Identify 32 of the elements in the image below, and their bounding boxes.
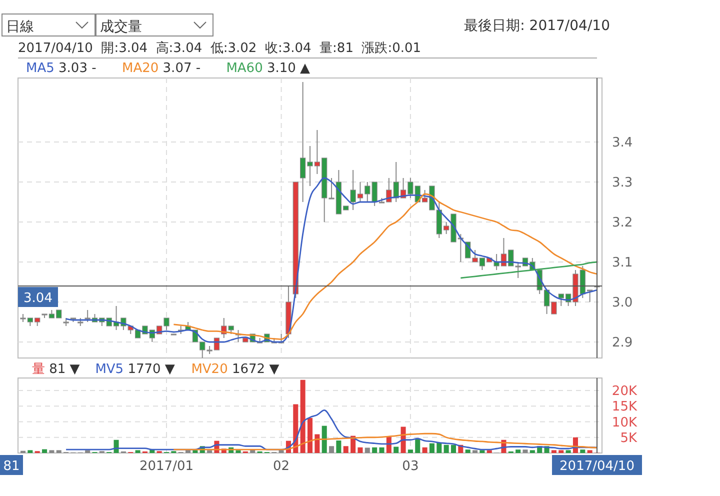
text: 3.03 - [54,61,97,76]
text: MA20 [122,61,159,76]
text: 成交量 [100,19,142,35]
y-tick-label: 3.2 [612,216,633,231]
text: MV5 [95,362,124,377]
text: 最後日期: 2017/04/10 [464,18,610,34]
text: 81 [3,459,20,474]
text: 1770 ▼ [124,362,175,377]
x-tick-label: 03 [402,459,419,474]
text: 日線 [6,19,34,35]
x-tick-label: 2017/04/10 [560,459,634,474]
text: MA60 [226,61,263,76]
ref-line-label: 3.04 [24,291,52,306]
text: 3.07 - [158,61,201,76]
y-tick-label: 20K [612,384,638,400]
text: 1672 ▼ [228,362,280,377]
y-tick-label: 5K [620,430,638,446]
text: 3.10 ▲ [262,61,310,76]
y-tick-label: 3.1 [612,256,633,271]
y-tick-label: 3.3 [612,176,633,191]
y-tick-label: 3.4 [612,136,633,151]
x-tick-label: 2017/01 [139,459,194,474]
x-tick-label: 02 [273,459,290,474]
y-tick-label: 3.0 [612,296,633,311]
text: 量 [32,362,45,377]
y-tick-label: 10K [612,415,638,430]
text: 2017/04/10 開:3.04 高:3.04 低:3.02 收:3.04 量:81 漲跌:0.01 [18,40,422,56]
y-tick-label: 2.9 [612,336,633,351]
text: MV20 [191,362,228,377]
y-tick-label: 15K [612,400,638,415]
text: 81 ▼ [45,362,80,377]
text: MA5 [26,61,54,76]
